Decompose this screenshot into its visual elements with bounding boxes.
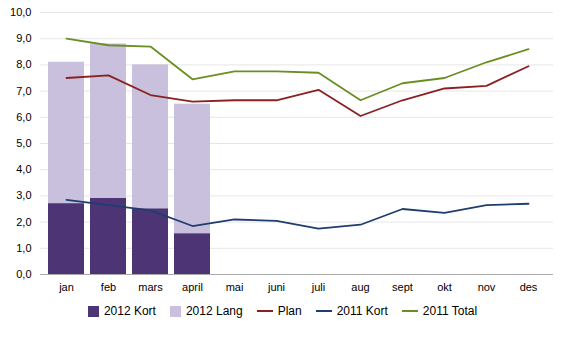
svg-text:jan: jan	[58, 281, 74, 293]
svg-text:mars: mars	[138, 281, 163, 293]
svg-text:nov: nov	[478, 281, 496, 293]
svg-text:8,0: 8,0	[16, 58, 31, 70]
svg-text:6,0: 6,0	[16, 111, 31, 123]
svg-text:2,0: 2,0	[16, 216, 31, 228]
svg-text:5,0: 5,0	[16, 137, 31, 149]
svg-text:aug: aug	[351, 281, 369, 293]
svg-text:sept: sept	[392, 281, 413, 293]
svg-text:mai: mai	[226, 281, 244, 293]
svg-text:juni: juni	[267, 281, 285, 293]
svg-text:april: april	[182, 281, 203, 293]
svg-text:feb: feb	[101, 281, 116, 293]
svg-text:des: des	[520, 281, 538, 293]
html-text:2012 Kort: 2012 Kort	[103, 304, 156, 318]
svg-text:7,0: 7,0	[16, 85, 31, 97]
svg-text:3,0: 3,0	[16, 189, 31, 201]
html-text:2012 Lang: 2012 Lang	[185, 304, 243, 318]
svg-text:9,0: 9,0	[16, 32, 31, 44]
svg-text:10,0: 10,0	[10, 6, 31, 18]
html-text:2011 Kort: 2011 Kort	[336, 304, 388, 318]
svg-text:4,0: 4,0	[16, 163, 31, 175]
svg-text:0,0: 0,0	[16, 268, 31, 280]
html-text:2011 Total: 2011 Total	[422, 304, 478, 318]
svg-text:juli: juli	[311, 281, 325, 293]
svg-text:1,0: 1,0	[16, 242, 31, 254]
svg-text:okt: okt	[437, 281, 452, 293]
html-text:Plan: Plan	[277, 304, 302, 318]
